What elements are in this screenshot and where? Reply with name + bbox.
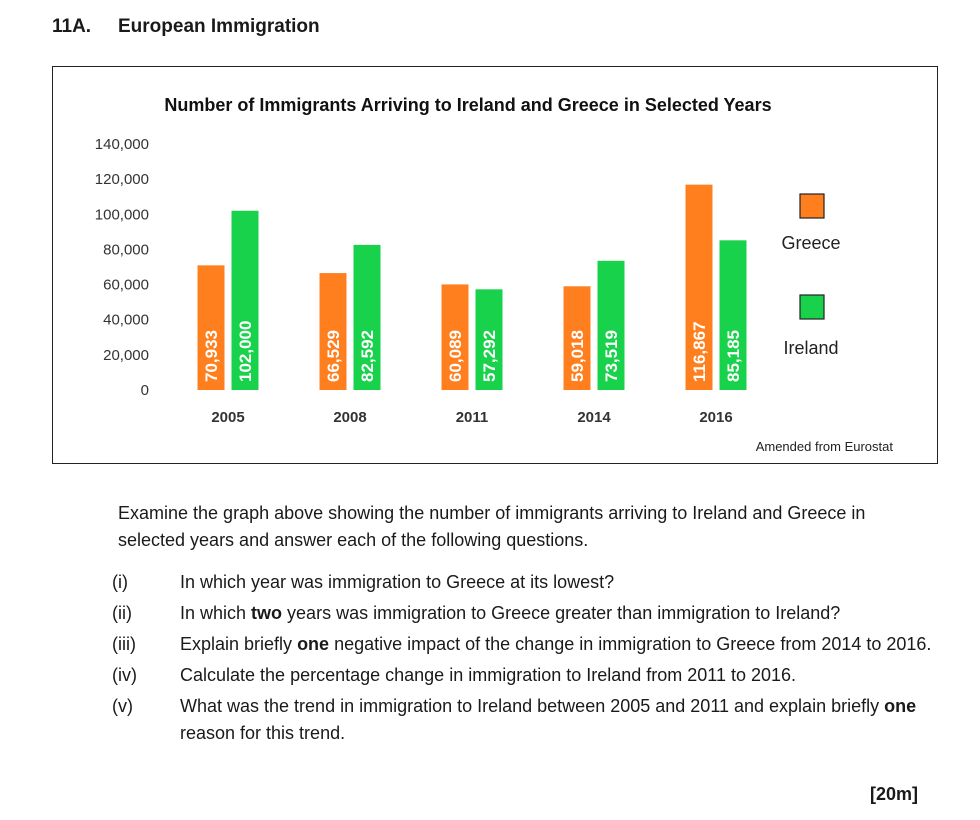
ireland-bar-2014 [597, 260, 625, 390]
y-tick-label: 80,000 [103, 241, 149, 258]
y-tick-label: 140,000 [95, 136, 149, 153]
data-label: 57,292 [480, 330, 499, 382]
question-text: In which two years was immigration to Gr… [180, 600, 932, 627]
question-title: European Immigration [118, 16, 320, 37]
data-label: 73,519 [602, 330, 621, 382]
data-label: 70,933 [202, 330, 221, 382]
question-text-part: years was immigration to Greece greater … [282, 603, 841, 623]
y-tick-label: 100,000 [95, 206, 149, 223]
question-text-part: In which year was immigration to Greece … [180, 572, 615, 592]
question-label: (ii) [112, 603, 132, 623]
data-label: 102,000 [236, 321, 255, 382]
question-number: 11A. [52, 16, 92, 37]
greece-bar-2011 [441, 284, 469, 390]
question-item: (iii) Explain briefly one negative impact… [112, 631, 932, 658]
legend-swatch-greece [799, 193, 825, 219]
ireland-bar-2016 [719, 240, 747, 390]
chart-frame: Number of Immigrants Arriving to Ireland… [52, 66, 938, 464]
ireland-bar-2011 [475, 289, 503, 390]
data-label: 60,089 [446, 330, 465, 382]
emphasis-word: one [297, 634, 330, 654]
question-text-part: negative impact of the change in immigra… [329, 634, 932, 654]
legend-label-greece: Greece [781, 233, 840, 253]
question-text: In which year was immigration to Greece … [180, 569, 932, 596]
emphasis-word: one [884, 696, 917, 716]
y-tick-label: 20,000 [103, 347, 149, 364]
question-list: (i) In which year was immigration to Gree… [112, 569, 932, 751]
question-text-part: reason for this trend. [180, 723, 346, 743]
greece-bar-2016 [685, 184, 713, 390]
question-text-part: What was the trend in immigration to Ire… [180, 696, 885, 716]
ireland-bar-2005 [231, 210, 259, 390]
y-tick-label: 0 [141, 382, 149, 399]
question-item: (i) In which year was immigration to Gree… [112, 569, 932, 596]
emphasis-word: two [251, 603, 283, 623]
question-text-part: Explain briefly [180, 634, 298, 654]
x-tick-label: 2005 [211, 409, 244, 426]
question-item: (v) What was the trend in immigration to … [112, 693, 932, 747]
data-label: 116,867 [690, 321, 709, 382]
greece-bar-2005 [197, 265, 225, 390]
legend-swatch-ireland [799, 294, 825, 320]
y-tick-label: 60,000 [103, 277, 149, 294]
x-tick-label: 2016 [699, 409, 732, 426]
question-text-part: Calculate the percentage change in immig… [180, 665, 797, 685]
x-tick-label: 2014 [577, 409, 611, 426]
question-item: (iv) Calculate the percentage change in i… [112, 662, 932, 689]
question-label: (iv) [112, 665, 137, 685]
chart-source: Amended from Eurostat [756, 439, 894, 454]
question-item: (ii) In which two years was immigration t… [112, 600, 932, 627]
question-label: (i) [112, 572, 128, 592]
question-text: What was the trend in immigration to Ire… [180, 693, 932, 747]
data-label: 59,018 [568, 330, 587, 382]
marks-total: [20m] [869, 784, 918, 804]
intro-text: Examine the graph above showing the numb… [118, 503, 866, 550]
ireland-bar-2008 [353, 244, 381, 390]
question-label: (v) [112, 696, 133, 716]
legend-label-ireland: Ireland [783, 338, 838, 358]
data-label: 66,529 [324, 330, 343, 382]
y-tick-label: 120,000 [95, 171, 149, 188]
data-label: 85,185 [724, 330, 743, 382]
x-tick-label: 2011 [456, 409, 489, 426]
x-tick-label: 2008 [333, 409, 366, 426]
question-text: Explain briefly one negative impact of t… [180, 631, 932, 658]
greece-bar-2014 [563, 286, 591, 390]
chart-title: Number of Immigrants Arriving to Ireland… [164, 95, 771, 115]
greece-bar-2008 [319, 273, 347, 390]
question-label: (iii) [112, 634, 136, 654]
data-label: 82,592 [358, 330, 377, 382]
bar-chart: Number of Immigrants Arriving to Ireland… [95, 95, 894, 454]
question-header: 11A. European Immigration [52, 16, 320, 38]
y-tick-label: 40,000 [103, 312, 149, 329]
question-text: Calculate the percentage change in immig… [180, 662, 932, 689]
question-text-part: In which [180, 603, 252, 623]
